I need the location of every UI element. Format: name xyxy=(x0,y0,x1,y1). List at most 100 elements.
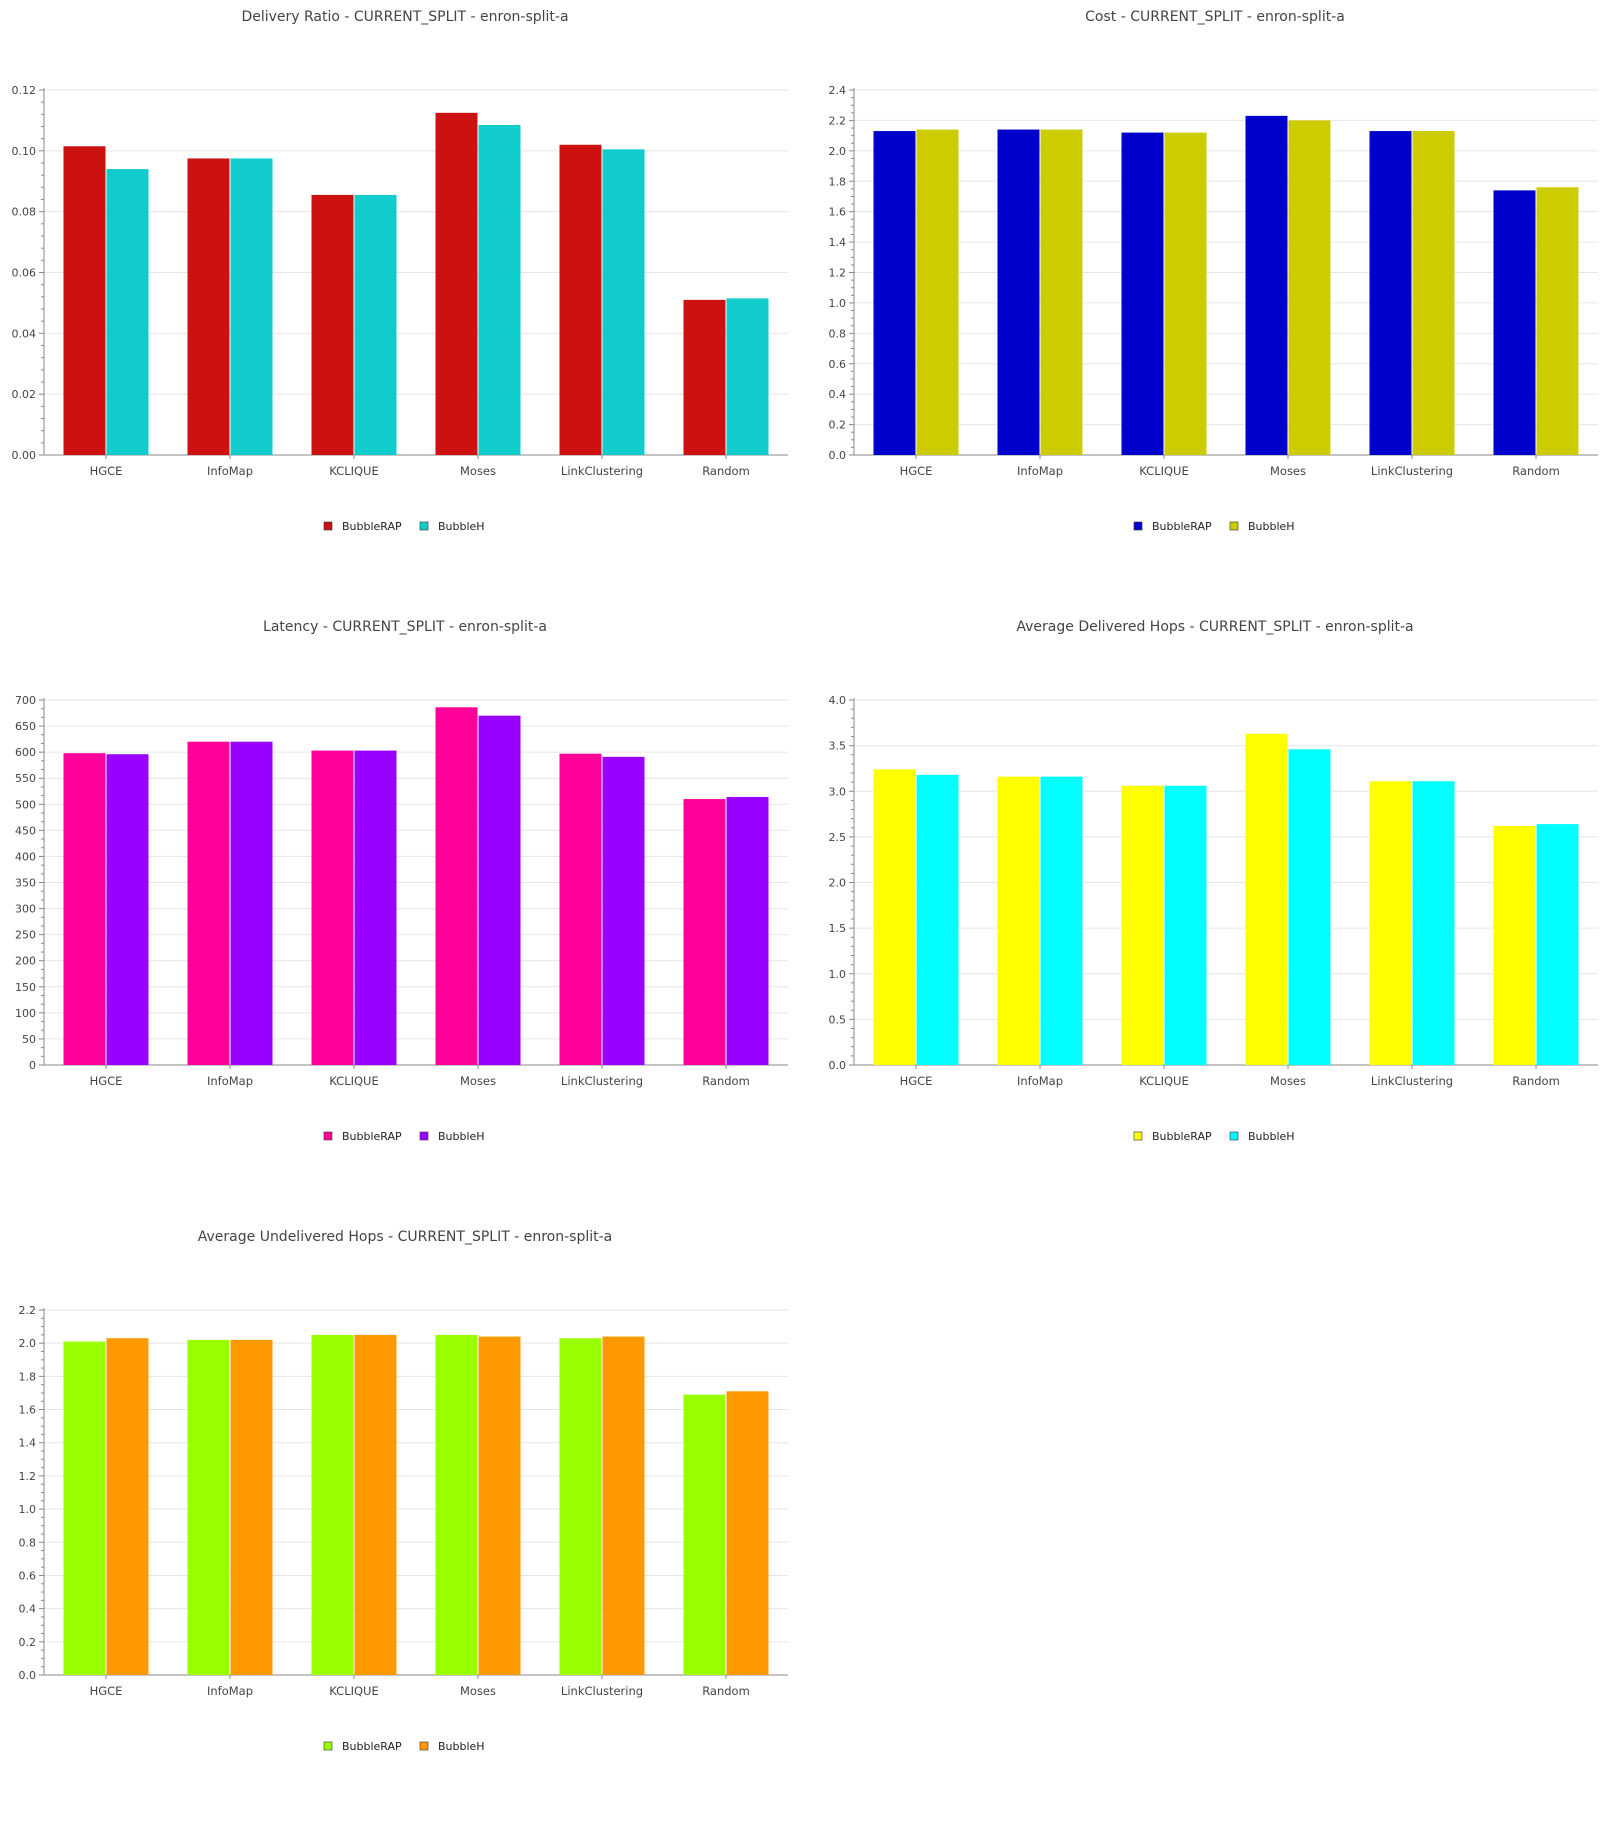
x-tick-label: InfoMap xyxy=(1017,1074,1063,1088)
y-tick-label: 2.0 xyxy=(19,1337,37,1350)
bar xyxy=(187,741,230,1065)
y-tick-label: 350 xyxy=(15,877,36,890)
bar xyxy=(726,298,769,455)
legend-swatch xyxy=(419,1741,429,1751)
bar xyxy=(602,149,645,455)
legend-label: BubbleRAP xyxy=(1152,1130,1212,1143)
y-tick-label: 0.04 xyxy=(12,327,37,340)
bar xyxy=(106,169,149,456)
bar xyxy=(230,741,273,1065)
legend-swatch xyxy=(1229,1131,1239,1141)
bar xyxy=(559,1338,602,1675)
y-tick-label: 0.0 xyxy=(19,1669,37,1682)
bar xyxy=(106,1338,149,1675)
y-tick-label: 150 xyxy=(15,981,36,994)
bar-chart: Average Delivered Hops - CURRENT_SPLIT -… xyxy=(829,619,1598,1143)
bar xyxy=(478,124,521,456)
legend-label: BubbleRAP xyxy=(1152,520,1212,533)
y-tick-label: 2.5 xyxy=(829,831,847,844)
y-tick-label: 1.5 xyxy=(829,922,847,935)
bar xyxy=(478,1336,521,1675)
y-tick-label: 250 xyxy=(15,929,36,942)
y-tick-label: 3.5 xyxy=(829,740,847,753)
bar xyxy=(435,1334,478,1675)
y-tick-label: 1.0 xyxy=(829,968,847,981)
bar xyxy=(1245,115,1288,456)
bar xyxy=(873,131,916,455)
chart-panel: Average Delivered Hops - CURRENT_SPLIT -… xyxy=(810,610,1616,1218)
x-tick-label: HGCE xyxy=(90,1684,123,1698)
x-tick-label: Random xyxy=(702,1074,750,1088)
bar xyxy=(683,1394,726,1675)
bar xyxy=(311,194,354,455)
y-tick-label: 0.0 xyxy=(829,449,847,462)
y-tick-label: 2.0 xyxy=(829,877,847,890)
bar xyxy=(602,756,645,1065)
y-tick-label: 1.8 xyxy=(829,175,847,188)
x-tick-label: LinkClustering xyxy=(561,1684,643,1698)
bar xyxy=(63,753,106,1065)
y-tick-label: 2.2 xyxy=(829,114,847,127)
y-tick-label: 0.8 xyxy=(829,327,847,340)
bar xyxy=(1536,187,1579,456)
y-tick-label: 0.4 xyxy=(829,388,847,401)
legend-label: BubbleH xyxy=(438,1740,485,1753)
y-tick-label: 0.12 xyxy=(12,84,37,97)
x-tick-label: LinkClustering xyxy=(1371,464,1453,478)
y-tick-label: 0.2 xyxy=(19,1636,37,1649)
bar xyxy=(187,158,230,455)
chart-title: Latency - CURRENT_SPLIT - enron-split-a xyxy=(263,619,547,635)
bar-chart: Delivery Ratio - CURRENT_SPLIT - enron-s… xyxy=(12,9,788,533)
x-tick-label: Random xyxy=(1512,464,1560,478)
bar xyxy=(230,158,273,455)
x-tick-label: Moses xyxy=(1270,464,1306,478)
legend-label: BubbleRAP xyxy=(342,1130,402,1143)
y-tick-label: 0.00 xyxy=(12,449,37,462)
bar xyxy=(1164,785,1207,1065)
x-tick-label: Random xyxy=(702,1684,750,1698)
x-tick-label: LinkClustering xyxy=(561,1074,643,1088)
bar xyxy=(1493,825,1536,1065)
y-tick-label: 0.8 xyxy=(19,1536,37,1549)
y-tick-label: 50 xyxy=(22,1033,36,1046)
chart-title: Delivery Ratio - CURRENT_SPLIT - enron-s… xyxy=(241,9,568,25)
x-tick-label: HGCE xyxy=(900,1074,933,1088)
chart-panel: Latency - CURRENT_SPLIT - enron-split-a 0… xyxy=(0,610,808,1218)
legend-label: BubbleRAP xyxy=(342,520,402,533)
bar xyxy=(1288,749,1331,1065)
y-tick-label: 0.02 xyxy=(12,388,37,401)
y-tick-label: 1.0 xyxy=(829,297,847,310)
x-tick-label: Moses xyxy=(1270,1074,1306,1088)
x-tick-label: KCLIQUE xyxy=(329,1684,378,1698)
bar xyxy=(1536,824,1579,1065)
bar xyxy=(683,799,726,1065)
x-tick-label: Random xyxy=(702,464,750,478)
bar xyxy=(63,146,106,456)
y-tick-label: 0.08 xyxy=(12,206,37,219)
bar xyxy=(726,796,769,1065)
x-tick-label: HGCE xyxy=(90,464,123,478)
x-tick-label: Moses xyxy=(460,464,496,478)
bar-chart: Cost - CURRENT_SPLIT - enron-split-a 0.0 0… xyxy=(829,9,1598,533)
y-tick-label: 700 xyxy=(15,694,36,707)
bar xyxy=(1412,131,1455,455)
y-tick-label: 550 xyxy=(15,772,36,785)
x-tick-label: KCLIQUE xyxy=(329,464,378,478)
y-tick-label: 0.2 xyxy=(829,419,847,432)
bar xyxy=(1245,733,1288,1065)
y-tick-label: 1.2 xyxy=(829,267,847,280)
bar xyxy=(311,750,354,1065)
chart-title: Average Delivered Hops - CURRENT_SPLIT -… xyxy=(1016,619,1413,635)
legend-swatch xyxy=(419,521,429,531)
y-tick-label: 0.06 xyxy=(12,267,37,280)
bar xyxy=(997,129,1040,455)
x-tick-label: InfoMap xyxy=(207,464,253,478)
bar xyxy=(683,299,726,455)
y-tick-label: 3.0 xyxy=(829,785,847,798)
bar xyxy=(1121,785,1164,1065)
y-tick-label: 400 xyxy=(15,850,36,863)
bar xyxy=(311,1334,354,1675)
y-tick-label: 1.6 xyxy=(829,206,847,219)
bar xyxy=(726,1391,769,1675)
